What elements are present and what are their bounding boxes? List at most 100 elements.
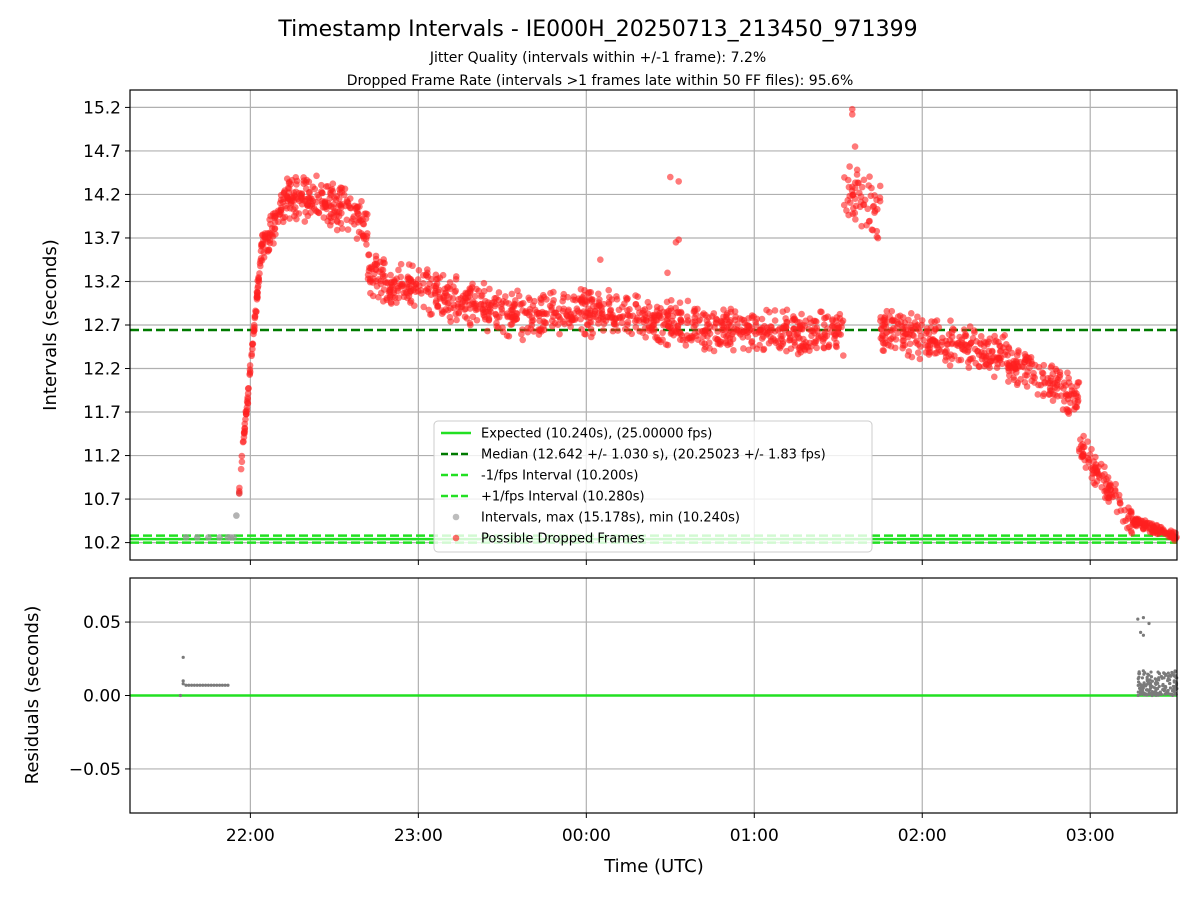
dropped-frame-point — [650, 328, 658, 336]
dropped-frame-point — [914, 341, 922, 348]
dropped-frame-point — [846, 163, 853, 170]
dropped-frame-point — [404, 294, 411, 302]
dropped-frame-point — [794, 350, 802, 358]
dropped-frame-point — [1045, 391, 1053, 398]
dropped-frame-point — [508, 290, 516, 298]
dropped-frame-point — [701, 346, 708, 353]
dropped-frame-point — [338, 184, 346, 192]
residual-point — [220, 683, 224, 687]
dropped-frame-point — [844, 176, 852, 184]
dropped-frame-point — [760, 328, 768, 336]
dropped-frame-point — [244, 394, 251, 401]
dropped-frame-point — [933, 317, 941, 324]
dropped-frame-point — [660, 321, 667, 329]
dropped-frame-point — [1129, 516, 1136, 524]
dropped-frame-point — [1065, 392, 1073, 399]
dropped-frame-point — [1054, 376, 1062, 384]
dropped-frame-point — [867, 192, 875, 200]
residual-point — [1139, 691, 1143, 695]
dropped-frame-point — [818, 308, 825, 316]
top-x-tick-marks — [249, 560, 1091, 565]
dropped-frame-point — [543, 296, 550, 303]
dropped-frame-point — [318, 189, 326, 197]
dropped-frame-point — [813, 344, 820, 352]
dropped-frame-point — [744, 333, 752, 340]
dropped-frame-point — [624, 295, 631, 302]
dropped-frame-point — [876, 182, 884, 190]
legend-label: Median (12.642 +/- 1.030 s), (20.25023 +… — [481, 448, 826, 463]
dropped-frame-point — [971, 345, 979, 353]
dropped-frame-point — [1104, 474, 1112, 481]
dropped-frame-point — [760, 345, 768, 353]
dropped-frame-point — [745, 346, 752, 354]
x-tick-label: 03:00 — [1066, 826, 1115, 846]
x-tick-label: 02:00 — [898, 826, 947, 846]
dropped-frame-point — [292, 209, 300, 217]
dropped-frame-point — [495, 289, 503, 296]
dropped-frame-point — [423, 272, 430, 279]
dropped-frame-point — [869, 203, 877, 211]
dropped-frame-point — [960, 346, 967, 353]
dropped-frame-point — [1091, 464, 1099, 471]
dropped-frame-point — [271, 209, 279, 217]
dropped-frame-point — [387, 278, 395, 286]
top-y-tick-label: 13.2 — [83, 272, 121, 292]
residual-point — [1146, 678, 1150, 682]
residual-point — [1150, 690, 1154, 694]
dropped-frame-point — [632, 292, 639, 299]
dropped-frame-point — [1005, 378, 1012, 385]
dropped-frame-point — [722, 338, 730, 345]
residual-point — [181, 682, 185, 686]
dropped-frame-point — [783, 306, 791, 314]
dropped-frame-point — [683, 336, 690, 344]
chart-subtitle-jitter: Jitter Quality (intervals within +/-1 fr… — [429, 50, 766, 66]
dropped-frame-point — [428, 275, 435, 283]
dropped-frame-point — [917, 332, 925, 340]
residual-point — [195, 683, 199, 687]
dropped-frame-point — [783, 318, 790, 326]
residual-point — [1157, 684, 1161, 688]
dropped-frame-point — [716, 340, 723, 347]
dropped-frame-point — [600, 300, 608, 308]
residual-point — [1159, 674, 1164, 679]
dropped-frame-point — [484, 327, 491, 335]
interval-point — [193, 534, 201, 541]
residual-point — [1171, 687, 1176, 691]
dropped-frame-point — [852, 216, 859, 223]
dropped-frame-point — [595, 301, 603, 309]
bottom-points — [178, 616, 1179, 698]
dropped-frame-point — [666, 173, 674, 181]
dropped-frame-point — [572, 296, 579, 304]
dropped-frame-point — [1150, 529, 1158, 537]
dropped-frame-point — [946, 362, 954, 369]
dropped-frame-point — [676, 299, 684, 306]
dropped-frame-point — [450, 301, 458, 309]
dropped-frame-point — [432, 289, 439, 297]
residual-point — [1157, 676, 1161, 680]
dropped-frame-point — [436, 295, 444, 302]
dropped-frame-point — [857, 198, 865, 206]
dropped-frame-point — [942, 357, 949, 364]
dropped-frame-point — [748, 325, 755, 333]
dropped-frame-point — [278, 204, 285, 212]
dropped-frame-point — [675, 178, 682, 185]
dropped-frame-point — [581, 286, 588, 294]
dropped-frame-point — [752, 330, 759, 338]
dropped-frame-point — [910, 332, 917, 339]
dropped-frame-point — [971, 329, 978, 336]
dropped-frame-point — [896, 312, 904, 320]
dropped-frame-point — [442, 289, 450, 297]
dropped-frame-point — [258, 257, 266, 264]
dropped-frame-point — [889, 316, 897, 324]
dropped-frame-point — [1113, 508, 1121, 516]
dropped-frame-point — [727, 322, 735, 330]
dropped-frame-point — [403, 283, 411, 291]
dropped-frame-point — [918, 317, 926, 324]
dropped-frame-point — [990, 373, 998, 381]
dropped-frame-point — [424, 288, 432, 296]
dropped-frame-point — [597, 256, 604, 264]
dropped-frame-point — [526, 311, 533, 319]
dropped-frame-point — [1115, 491, 1123, 499]
dropped-frame-point — [463, 315, 471, 322]
dropped-frame-point — [1005, 367, 1013, 375]
